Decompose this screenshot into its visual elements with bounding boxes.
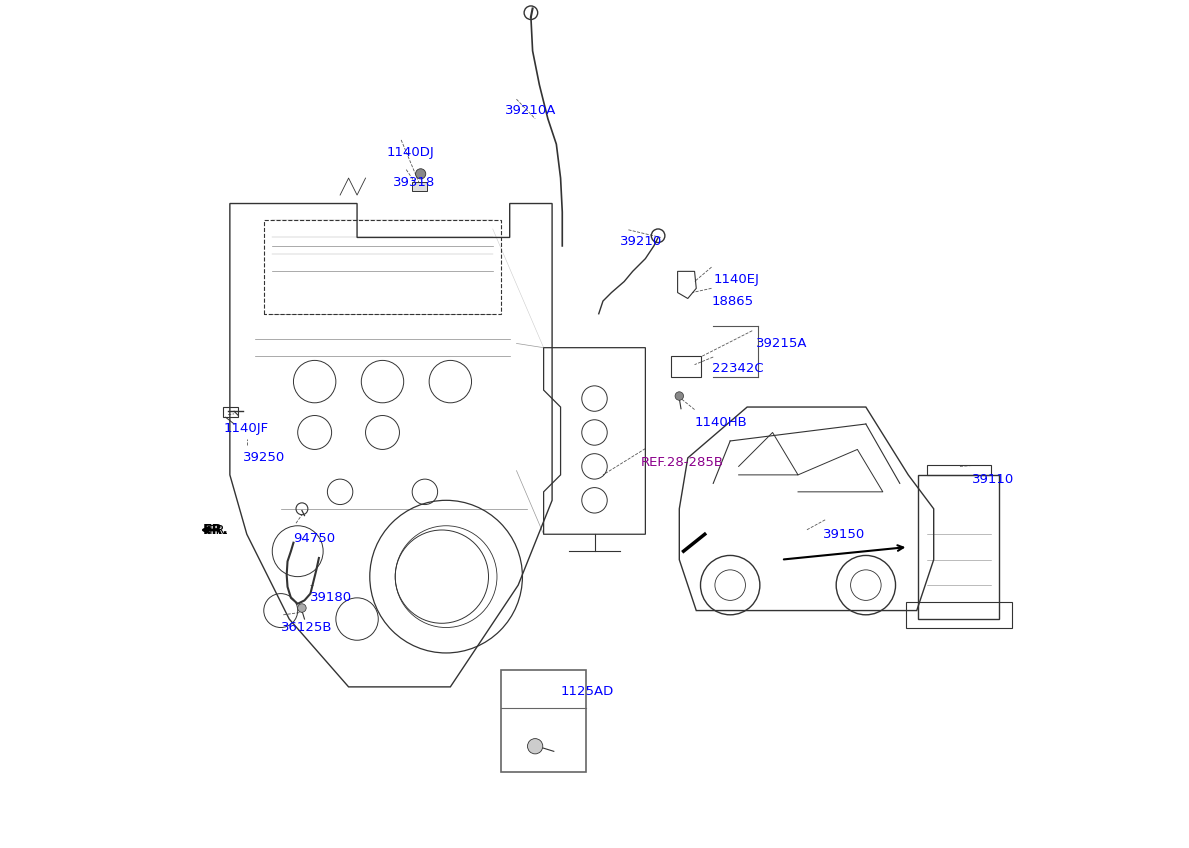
Bar	[413, 182, 427, 191]
Text: FR.: FR.	[208, 523, 229, 537]
Text: 39150: 39150	[824, 527, 866, 541]
Text: FR.: FR.	[202, 523, 228, 537]
Text: 39180: 39180	[310, 591, 353, 605]
Text: 1140EJ: 1140EJ	[713, 273, 759, 287]
Circle shape	[528, 739, 542, 754]
Bar	[918, 475, 999, 619]
Bar	[224, 407, 238, 417]
Text: 22342C: 22342C	[711, 362, 763, 376]
Text: 39215A: 39215A	[756, 337, 807, 350]
Text: 18865: 18865	[711, 294, 754, 308]
Text: 1125AD: 1125AD	[560, 684, 614, 698]
Text: 1140DJ: 1140DJ	[386, 146, 434, 159]
Text: 39250: 39250	[243, 451, 285, 465]
Text: 94750: 94750	[294, 532, 335, 545]
Text: 1140JF: 1140JF	[224, 421, 269, 435]
Circle shape	[675, 392, 684, 400]
Bar	[927, 465, 990, 475]
Text: 39110: 39110	[971, 472, 1014, 486]
Bar	[502, 670, 586, 772]
Circle shape	[297, 604, 307, 612]
Text: REF.28-285B: REF.28-285B	[641, 455, 724, 469]
Text: 1140HB: 1140HB	[694, 416, 748, 429]
Text: 39318: 39318	[392, 176, 435, 189]
Text: 36125B: 36125B	[281, 621, 332, 634]
Text: 39210A: 39210A	[505, 103, 556, 117]
Text: 39210: 39210	[619, 235, 662, 248]
Circle shape	[416, 169, 426, 179]
